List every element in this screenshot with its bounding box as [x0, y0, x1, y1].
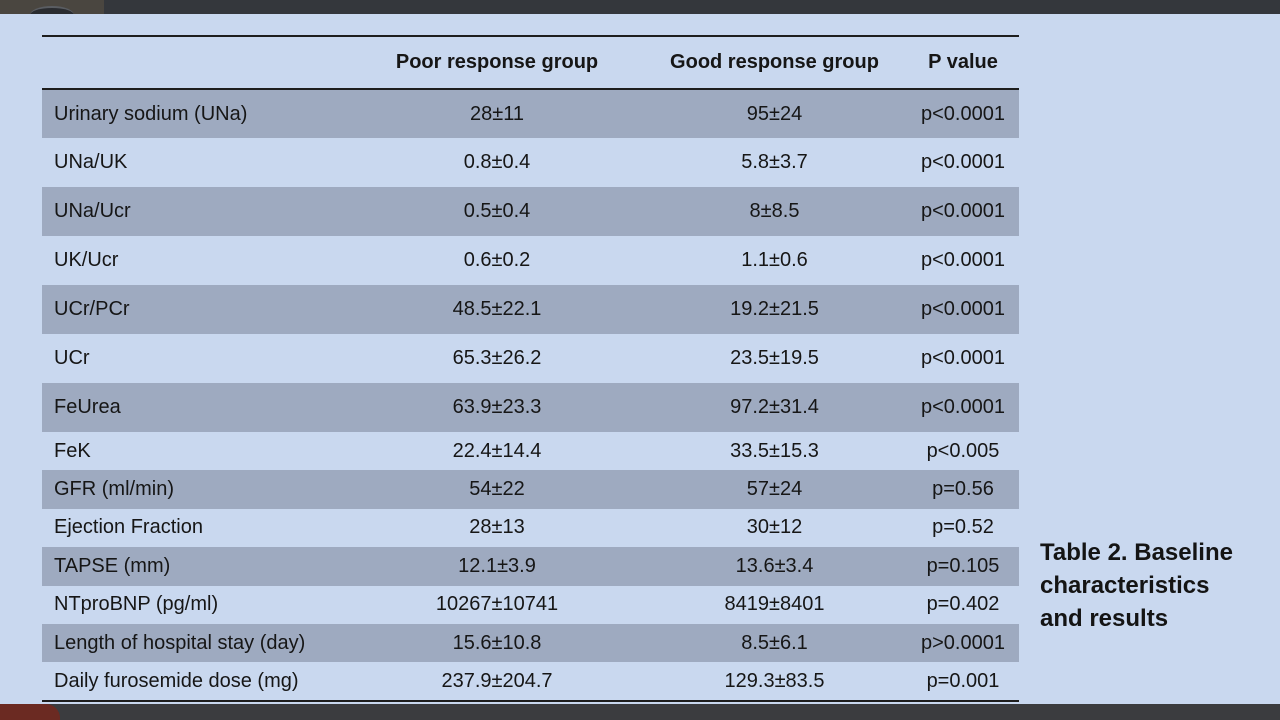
table-row: Ejection Fraction 28±13 30±12 p=0.52 — [42, 509, 1019, 547]
row-label: FeUrea — [54, 396, 121, 418]
results-table: Poor response group Good response group … — [42, 35, 1019, 702]
table-row: Urinary sodium (UNa) 28±11 95±24 p<0.000… — [42, 89, 1019, 138]
caption-line: Table 2. Baseline — [1040, 539, 1233, 566]
table-row: GFR (ml/min) 54±22 57±24 p=0.56 — [42, 470, 1019, 509]
table-row: FeUrea 63.9±23.3 97.2±31.4 p<0.0001 — [42, 383, 1019, 432]
row-label: Length of hospital stay (day) — [54, 631, 306, 654]
row-label: Urinary sodium (UNa) — [54, 102, 248, 125]
p-value: p<0.0001 — [921, 200, 1005, 222]
good-value: 129.3±83.5 — [724, 669, 825, 692]
good-value: 30±12 — [746, 516, 803, 539]
results-table-container: Poor response group Good response group … — [42, 35, 1019, 702]
row-label: FeK — [54, 439, 91, 462]
p-value: p<0.0001 — [921, 396, 1005, 418]
table-header-row: Poor response group Good response group … — [42, 36, 1019, 89]
table-row: Daily furosemide dose (mg) 237.9±204.7 1… — [42, 662, 1019, 701]
poor-value: 63.9±23.3 — [452, 396, 542, 418]
row-label: UK/Ucr — [54, 249, 119, 271]
poor-value: 28±11 — [470, 102, 524, 125]
header-poor-response: Poor response group — [395, 51, 599, 73]
poor-value: 10267±10741 — [435, 593, 559, 616]
poor-value: 0.8±0.4 — [463, 151, 531, 173]
p-value: p<0.0001 — [921, 347, 1005, 369]
header-good-response: Good response group — [670, 51, 879, 73]
good-value: 19.2±21.5 — [730, 298, 819, 320]
p-value: p<0.005 — [926, 439, 1000, 462]
good-value: 5.8±3.7 — [741, 151, 808, 173]
row-label: NTproBNP (pg/ml) — [54, 593, 219, 616]
header-variable — [42, 36, 352, 89]
good-value: 57±24 — [746, 478, 803, 501]
window-bottom-bar — [0, 704, 1280, 720]
p-value: p=0.402 — [926, 593, 1000, 616]
row-label: UNa/Ucr — [54, 200, 131, 222]
good-value: 33.5±15.3 — [730, 439, 819, 462]
p-value: p=0.56 — [932, 478, 994, 501]
video-thumbnail-corner — [0, 704, 60, 720]
row-label: GFR (ml/min) — [54, 478, 174, 501]
caption-line: characteristics — [1040, 572, 1210, 599]
presentation-slide — [0, 14, 1280, 704]
poor-value: 22.4±14.4 — [452, 439, 542, 462]
poor-value: 0.6±0.2 — [463, 249, 531, 271]
table-row: TAPSE (mm) 12.1±3.9 13.6±3.4 p=0.105 — [42, 547, 1019, 586]
table-caption: Table 2. Baseline characteristics and re… — [1040, 536, 1270, 635]
window-top-bar — [0, 0, 1280, 24]
poor-value: 237.9±204.7 — [441, 669, 553, 692]
good-value: 97.2±31.4 — [730, 396, 819, 418]
p-value: p<0.0001 — [921, 249, 1005, 271]
header-p-value: P value — [928, 51, 998, 73]
p-value: p>0.0001 — [921, 631, 1005, 654]
poor-value: 28±13 — [469, 516, 525, 539]
p-value: p=0.001 — [926, 669, 1000, 692]
row-label: Ejection Fraction — [54, 516, 203, 539]
good-value: 8.5±6.1 — [741, 631, 808, 654]
table-row: Length of hospital stay (day) 15.6±10.8 … — [42, 623, 1019, 663]
good-value: 23.5±19.5 — [730, 347, 819, 369]
caption-line: and results — [1040, 605, 1169, 632]
row-label: Daily furosemide dose (mg) — [54, 669, 299, 692]
poor-value: 12.1±3.9 — [458, 554, 536, 577]
table-row: UCr/PCr 48.5±22.1 19.2±21.5 p<0.0001 — [42, 285, 1019, 334]
good-value: 8±8.5 — [749, 200, 800, 222]
good-value: 1.1±0.6 — [741, 249, 808, 271]
table-row: UNa/Ucr 0.5±0.4 8±8.5 p<0.0001 — [42, 187, 1019, 236]
poor-value: 15.6±10.8 — [452, 631, 542, 654]
table-row: UK/Ucr 0.6±0.2 1.1±0.6 p<0.0001 — [42, 236, 1019, 285]
good-value: 95±24 — [746, 102, 803, 125]
poor-value: 65.3±26.2 — [452, 347, 542, 369]
row-label: UNa/UK — [54, 151, 128, 173]
table-row: UCr 65.3±26.2 23.5±19.5 p<0.0001 — [42, 334, 1019, 383]
p-value: p=0.52 — [932, 516, 994, 539]
poor-value: 54±22 — [469, 478, 525, 501]
p-value: p<0.0001 — [921, 298, 1005, 320]
row-label: TAPSE (mm) — [54, 554, 171, 577]
good-value: 8419±8401 — [724, 593, 825, 616]
p-value: p<0.0001 — [921, 102, 1005, 125]
p-value: p=0.105 — [926, 554, 1000, 577]
table-row: NTproBNP (pg/ml) 10267±10741 8419±8401 p… — [42, 586, 1019, 624]
table-row: UNa/UK 0.8±0.4 5.8±3.7 p<0.0001 — [42, 138, 1019, 187]
row-label: UCr/PCr — [54, 298, 130, 320]
table-row: FeK 22.4±14.4 33.5±15.3 p<0.005 — [42, 432, 1019, 470]
p-value: p<0.0001 — [921, 151, 1005, 173]
poor-value: 0.5±0.4 — [463, 200, 531, 222]
row-label: UCr — [54, 347, 90, 369]
good-value: 13.6±3.4 — [735, 554, 814, 577]
poor-value: 48.5±22.1 — [452, 298, 542, 320]
